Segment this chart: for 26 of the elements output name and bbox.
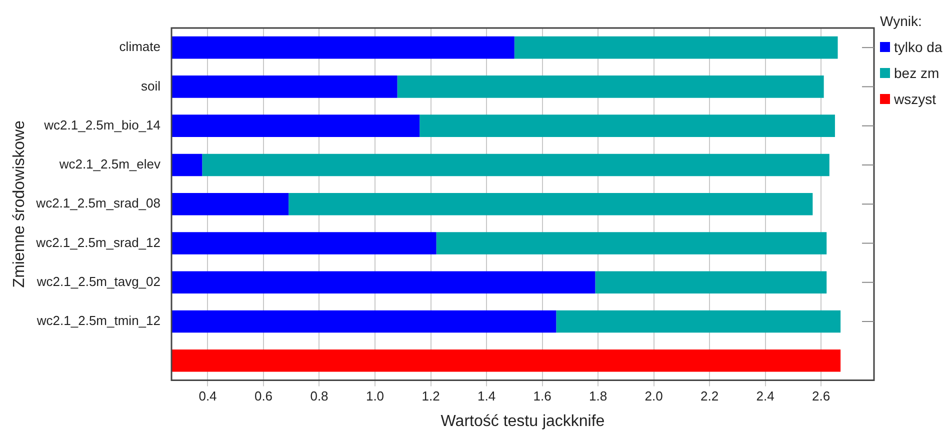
y-axis-title: Zmienne środowiskowe	[11, 120, 28, 288]
y-tick-label: soil	[140, 78, 161, 94]
x-tick-label: 1.0	[366, 388, 384, 404]
y-tick-label: climate	[119, 39, 160, 54]
x-tick-label: 2.0	[644, 388, 663, 404]
x-tick-label: 0.4	[198, 388, 217, 404]
x-tick-label: 2.6	[812, 388, 830, 404]
x-tick-label: 1.8	[588, 388, 608, 404]
x-tick-label: 2.4	[756, 388, 774, 404]
x-axis-title: Wartość testu jackknife	[440, 412, 605, 430]
x-tick-label: 0.8	[310, 388, 328, 404]
y-tick-label: wc2.1_2.5m_tavg_02	[36, 274, 160, 289]
x-tick-label: 1.2	[422, 388, 440, 404]
x-tick-label: 1.4	[477, 388, 496, 404]
y-tick-label: wc2.1_2.5m_bio_14	[43, 117, 160, 132]
legend-title: Wynik:	[880, 12, 923, 31]
x-tick-label: 2.2	[700, 388, 719, 404]
legend-label: tylko da	[894, 38, 942, 57]
legend-label: wszyst	[894, 90, 936, 109]
x-tick-label: 1.6	[533, 388, 552, 404]
legend-label: bez zm	[894, 64, 940, 83]
x-tick-label: 0.6	[254, 388, 273, 404]
y-tick-label: wc2.1_2.5m_srad_08	[35, 196, 160, 211]
y-tick-label: wc2.1_2.5m_srad_12	[35, 234, 160, 250]
y-tick-label: wc2.1_2.5m_elev	[58, 156, 161, 172]
y-tick-label: wc2.1_2.5m_tmin_12	[36, 313, 160, 328]
